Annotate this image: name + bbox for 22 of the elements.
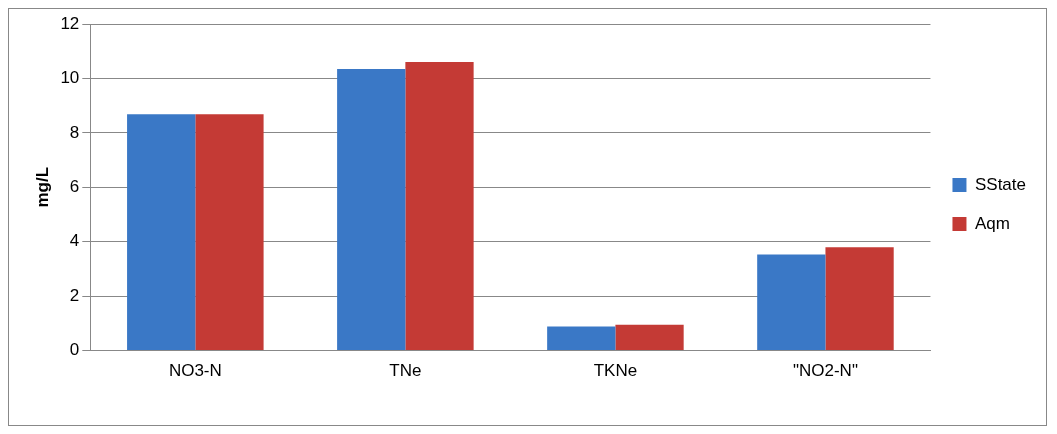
bar — [825, 247, 894, 351]
y-tick-label: 10 — [60, 68, 80, 88]
y-tick-label: 6 — [69, 176, 80, 196]
bar — [615, 324, 684, 351]
y-tick-label: 12 — [60, 13, 80, 33]
y-tick-label: 4 — [69, 231, 80, 251]
legend-label: SState — [974, 174, 1027, 194]
bar — [405, 62, 474, 351]
y-tick-label: 2 — [69, 285, 80, 305]
y-axis-title: mg/L — [32, 167, 52, 208]
bar — [337, 68, 406, 351]
legend-label: Aqm — [974, 213, 1010, 233]
bar — [757, 254, 826, 351]
x-tick-label: "NO2-N" — [792, 361, 858, 381]
bar — [195, 114, 264, 351]
y-tick-label: 8 — [69, 122, 80, 142]
x-tick-label: TNe — [389, 361, 422, 381]
bar — [547, 326, 616, 351]
x-tick-label: NO3-N — [168, 361, 222, 381]
bar — [127, 114, 196, 351]
x-tick-label: TKNe — [593, 361, 638, 381]
y-tick-label: 0 — [69, 340, 80, 360]
